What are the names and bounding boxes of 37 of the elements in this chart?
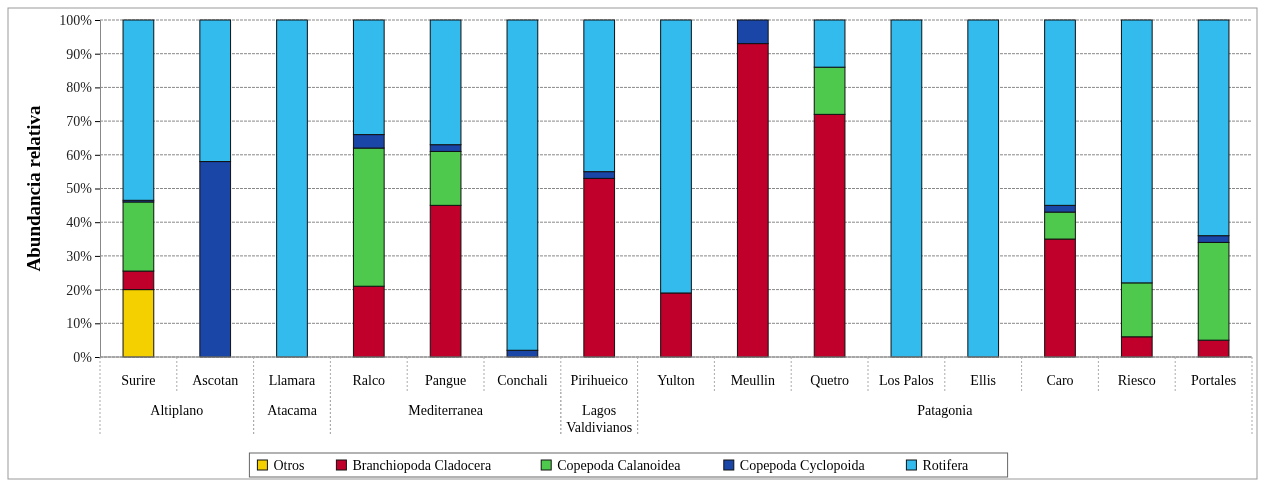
y-tick-label: 30%: [66, 248, 93, 264]
legend-label: Branchiopoda Cladocera: [352, 458, 492, 473]
x-tick-label: Ascotan: [192, 373, 239, 388]
x-tick-label: Pangue: [424, 373, 467, 388]
x-tick-label: Yulton: [657, 373, 695, 388]
y-tick-label: 70%: [66, 114, 93, 130]
y-tick-label: 100%: [59, 12, 93, 28]
legend-label: Otros: [273, 458, 305, 473]
x-tick-label: Riesco: [1117, 373, 1156, 388]
x-tick-label: Surire: [121, 373, 156, 388]
x-tick-label: Caro: [1046, 373, 1074, 388]
x-tick-label: Pirihueico: [570, 373, 628, 388]
y-axis-title: Abundancia relativa: [23, 105, 44, 272]
legend-label: Copepoda Cyclopoida: [739, 458, 866, 473]
x-tick-label: Ellis: [970, 373, 997, 388]
y-tick-label: 90%: [66, 46, 93, 62]
y-tick-label: 40%: [66, 215, 93, 231]
x-tick-label: Llamara: [268, 373, 317, 388]
x-tick-label: Meullin: [730, 373, 775, 388]
text: Lagos Valdivianos: [566, 403, 633, 435]
y-tick-label: 60%: [66, 147, 93, 163]
text: Atacama: [267, 403, 318, 418]
x-tick-label: Ralco: [352, 373, 386, 388]
y-tick-label: 0%: [73, 349, 93, 365]
x-tick-label: Conchali: [497, 373, 548, 388]
y-tick-label: 80%: [66, 80, 93, 96]
y-tick-label: 50%: [66, 181, 93, 197]
legend-label: Copepoda Calanoidea: [557, 458, 682, 473]
text: Mediterranea: [408, 403, 484, 418]
x-tick-label: Portales: [1191, 373, 1237, 388]
legend-label: Rotifera: [922, 458, 970, 473]
x-tick-label: Los Palos: [878, 373, 934, 388]
text: Patagonia: [917, 403, 974, 418]
text: Altiplano: [150, 403, 204, 418]
y-tick-label: 20%: [66, 282, 93, 298]
x-tick-label: Quetro: [810, 373, 850, 388]
y-tick-label: 10%: [66, 316, 93, 332]
